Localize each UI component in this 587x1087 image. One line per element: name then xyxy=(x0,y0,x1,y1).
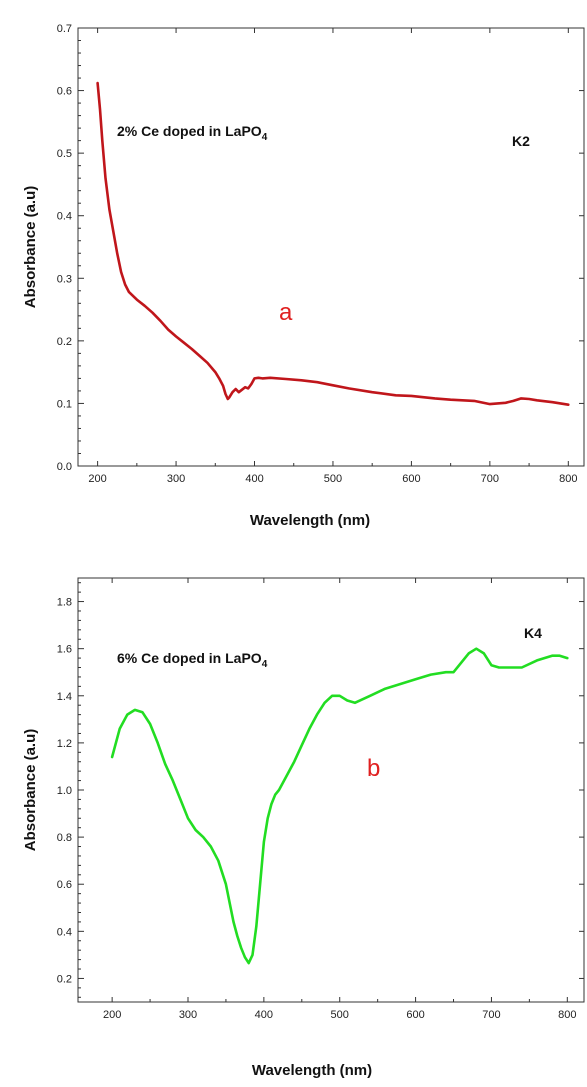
x-tick-label: 800 xyxy=(559,473,577,485)
x-tick-label: 300 xyxy=(167,473,185,485)
sample-label: 2% Ce doped in LaPO4 xyxy=(117,123,268,143)
x-tick-label: 400 xyxy=(245,473,263,485)
y-tick-label: 1.4 xyxy=(57,691,72,703)
y-tick-label: 0.1 xyxy=(57,398,72,410)
y-tick-label: 0.8 xyxy=(57,832,72,844)
x-axis-title: Wavelength (nm) xyxy=(250,512,370,529)
y-tick-label: 0.2 xyxy=(57,336,72,348)
panel-letter: a xyxy=(279,299,293,326)
sample-code: K2 xyxy=(512,133,530,149)
y-tick-label: 0.6 xyxy=(57,879,72,891)
y-tick-label: 1.0 xyxy=(57,785,72,797)
sample-label-text: 6% Ce doped in LaPO xyxy=(117,650,262,666)
series-line xyxy=(110,647,569,965)
x-tick-label: 400 xyxy=(255,1009,273,1021)
y-tick-label: 0.4 xyxy=(57,926,72,938)
x-tick-label: 800 xyxy=(558,1009,576,1021)
y-tick-label: 1.8 xyxy=(57,597,72,609)
y-axis-title: Absorbance (a.u) xyxy=(22,186,39,309)
x-tick-label: 700 xyxy=(481,473,499,485)
y-tick-label: 0.4 xyxy=(57,211,72,223)
y-axis-title: Absorbance (a.u) xyxy=(22,729,39,852)
x-tick-label: 200 xyxy=(88,473,106,485)
y-tick-label: 0.0 xyxy=(57,461,72,473)
x-tick-label: 700 xyxy=(482,1009,500,1021)
x-tick-label: 500 xyxy=(331,1009,349,1021)
y-tick-label: 0.2 xyxy=(57,973,72,985)
x-tick-label: 300 xyxy=(179,1009,197,1021)
x-tick-label: 200 xyxy=(103,1009,121,1021)
y-tick-label: 0.3 xyxy=(57,273,72,285)
x-tick-label: 600 xyxy=(406,1009,424,1021)
x-tick-label: 500 xyxy=(324,473,342,485)
sample-label-subscript: 4 xyxy=(262,659,268,670)
panel-a: 200 300 400 500 600 700 800 0.0 0.1 0.2 0.3 0.4 0.5 0… xyxy=(22,23,585,529)
plot-frame xyxy=(77,577,585,1003)
y-tick-label: 1.2 xyxy=(57,738,72,750)
x-axis-title: Wavelength (nm) xyxy=(252,1062,372,1079)
sample-code: K4 xyxy=(524,625,542,641)
x-tick-label: 600 xyxy=(402,473,420,485)
sample-label: 6% Ce doped in LaPO4 xyxy=(117,650,268,670)
series-line xyxy=(96,81,570,406)
panel-letter: b xyxy=(367,755,380,782)
panel-b: 200 300 400 500 600 700 800 0.2 0.4 0.6 0.8 1.0 1.2 1… xyxy=(22,577,585,1079)
sample-label-text: 2% Ce doped in LaPO xyxy=(117,123,262,139)
y-tick-label: 0.7 xyxy=(57,23,72,35)
plot-frame xyxy=(77,27,585,467)
y-tick-label: 0.5 xyxy=(57,148,72,160)
y-tick-label: 1.6 xyxy=(57,644,72,656)
y-tick-label: 0.6 xyxy=(57,86,72,98)
sample-label-subscript: 4 xyxy=(262,132,268,143)
